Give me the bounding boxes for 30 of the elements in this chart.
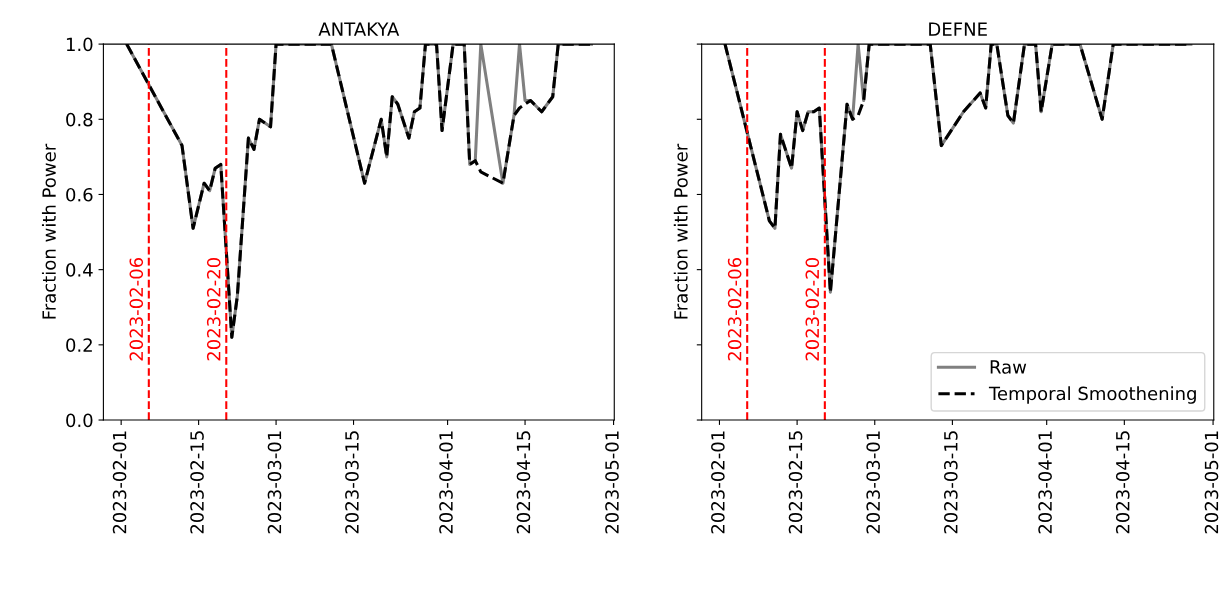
x-tick-label: 2023-04-15	[1115, 431, 1130, 534]
x-tick-label: 2023-04-01	[1038, 431, 1052, 534]
x-tick-label: 2023-03-01	[866, 431, 880, 534]
x-tick-label: 2023-02-01	[112, 431, 127, 534]
x-tick-label: 2023-05-01	[605, 431, 619, 534]
x-tick-label: 2023-02-01	[711, 431, 725, 534]
y-tick-label: 0.6	[66, 187, 93, 202]
y-tick-label: 0.8	[66, 112, 93, 127]
legend-label: Temporal Smoothening	[988, 386, 1196, 404]
x-tick-label: 2023-03-15	[345, 431, 359, 534]
ref-line-label: 2023-02-20	[805, 258, 820, 361]
x-tick-label: 2023-03-15	[943, 431, 958, 534]
chart-title: ANTAKYA	[318, 22, 400, 36]
y-tick-label: 1.0	[66, 37, 93, 52]
y-axis-title: Fraction with Power	[41, 143, 56, 319]
ref-line-label: 2023-02-06	[129, 257, 144, 361]
x-tick-label: 2023-05-01	[1204, 431, 1219, 534]
y-tick-label: 0.2	[66, 338, 92, 352]
legend-label: Raw	[990, 360, 1027, 374]
y-tick-label: 0.0	[66, 413, 93, 428]
ref-line-label: 2023-02-20	[206, 258, 221, 361]
y-tick-label: 0.4	[66, 263, 93, 277]
chart-title: DEFNE	[929, 22, 987, 36]
x-tick-label: 2023-02-15	[190, 431, 204, 534]
x-tick-label: 2023-04-01	[439, 431, 453, 534]
x-tick-label: 2023-03-01	[267, 431, 282, 534]
x-tick-label: 2023-04-15	[516, 431, 531, 534]
y-axis-title: Fraction with Power	[673, 143, 688, 319]
ref-line-label: 2023-02-06	[727, 257, 742, 361]
x-tick-label: 2023-02-15	[788, 431, 803, 534]
